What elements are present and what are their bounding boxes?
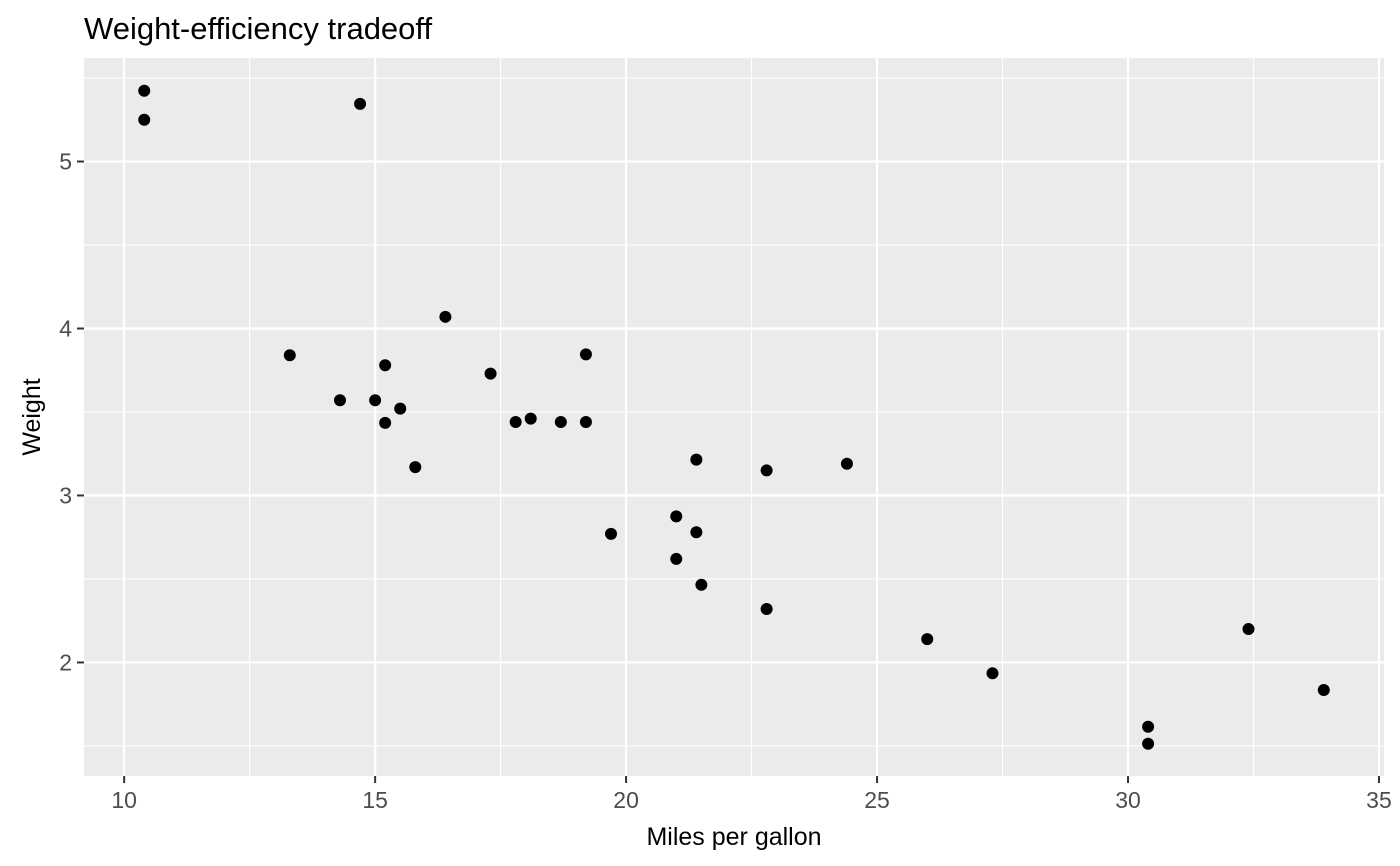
data-point xyxy=(1142,720,1155,733)
data-points xyxy=(138,84,1330,750)
minor-gridlines xyxy=(84,58,1384,776)
major-gridlines xyxy=(84,58,1384,776)
data-point xyxy=(138,84,151,97)
y-tick-label: 5 xyxy=(59,149,72,175)
x-tick-label: 15 xyxy=(362,787,388,813)
data-point xyxy=(690,526,703,539)
data-point xyxy=(579,416,592,429)
data-point xyxy=(690,453,703,466)
data-point xyxy=(760,464,773,477)
x-tick-label: 25 xyxy=(864,787,890,813)
x-tick-label: 10 xyxy=(111,787,137,813)
data-point xyxy=(840,457,853,470)
data-point xyxy=(695,578,708,591)
x-tick-label: 20 xyxy=(613,787,639,813)
x-tick-label: 30 xyxy=(1115,787,1141,813)
y-tick-label: 2 xyxy=(59,649,72,675)
data-point xyxy=(354,97,367,110)
data-point xyxy=(921,633,934,646)
data-point xyxy=(1142,737,1155,750)
data-point xyxy=(379,416,392,429)
y-tick-label: 4 xyxy=(59,316,72,342)
y-axis: 2 3 4 5 xyxy=(59,149,84,675)
x-axis: 10 15 20 25 30 35 xyxy=(111,776,1392,813)
data-point xyxy=(670,552,683,565)
data-point xyxy=(524,412,537,425)
data-point xyxy=(1242,623,1255,636)
data-point xyxy=(1317,684,1330,697)
chart-title: Weight-efficiency tradeoff xyxy=(84,11,432,46)
data-point xyxy=(605,527,618,540)
x-tick-label: 35 xyxy=(1366,787,1392,813)
data-point xyxy=(409,461,422,474)
y-axis-title: Weight xyxy=(18,378,46,455)
data-point xyxy=(138,113,151,126)
data-point xyxy=(484,367,497,380)
y-tick-label: 3 xyxy=(59,482,72,508)
data-point xyxy=(579,348,592,361)
data-point xyxy=(394,402,407,415)
plot-panel xyxy=(84,58,1384,776)
data-point xyxy=(986,667,999,680)
data-point xyxy=(283,349,296,362)
data-point xyxy=(439,310,452,323)
data-point xyxy=(333,394,346,407)
x-axis-title: Miles per gallon xyxy=(646,823,821,851)
data-point xyxy=(670,510,683,523)
data-point xyxy=(554,416,567,429)
data-point xyxy=(379,359,392,372)
data-point xyxy=(760,603,773,616)
data-point xyxy=(369,394,382,407)
data-point xyxy=(509,416,522,429)
